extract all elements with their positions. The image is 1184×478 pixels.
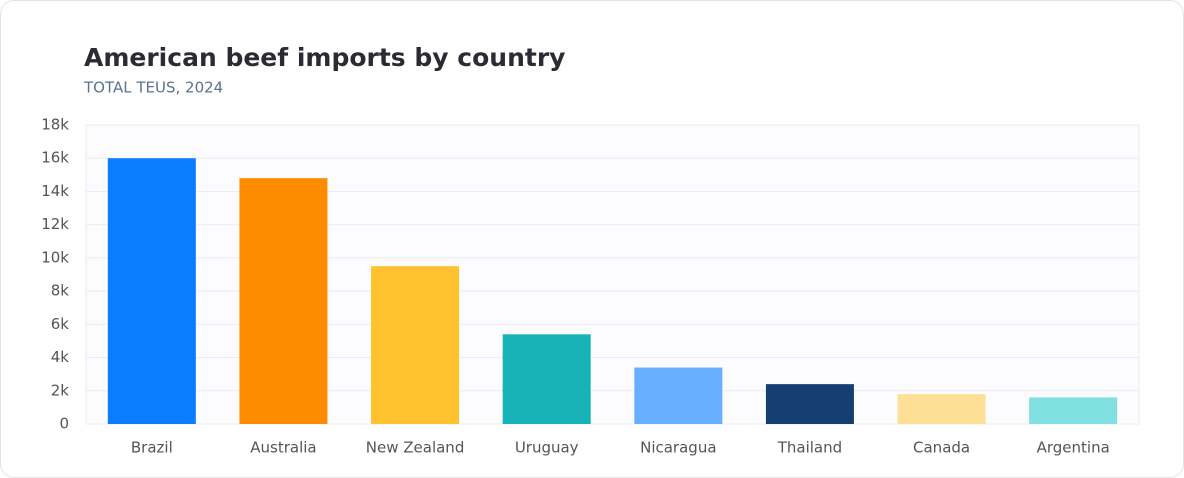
- x-tick-label: Thailand: [777, 439, 842, 457]
- y-tick-label: 14k: [41, 182, 69, 200]
- y-tick-label: 2k: [51, 381, 70, 399]
- chart-title: American beef imports by country: [84, 43, 565, 72]
- x-tick-label: New Zealand: [366, 439, 465, 457]
- x-tick-label: Argentina: [1037, 439, 1110, 457]
- bar: [502, 334, 591, 424]
- bar: [634, 367, 723, 424]
- y-tick-label: 0: [59, 415, 69, 433]
- y-tick-label: 6k: [51, 315, 70, 333]
- x-tick-label: Canada: [913, 439, 970, 457]
- chart-subtitle: TOTAL TEUS, 2024: [83, 79, 223, 97]
- y-tick-label: 16k: [41, 149, 69, 167]
- x-tick-label: Uruguay: [515, 439, 579, 457]
- bar: [1029, 397, 1118, 424]
- y-tick-label: 8k: [51, 282, 70, 300]
- x-tick-label: Nicaragua: [640, 439, 716, 457]
- bar: [371, 266, 460, 424]
- y-tick-label: 18k: [41, 116, 69, 134]
- bar: [107, 158, 196, 424]
- x-tick-label: Brazil: [131, 439, 173, 457]
- bar: [239, 178, 328, 424]
- bar: [897, 394, 986, 424]
- y-tick-label: 12k: [41, 215, 69, 233]
- y-tick-label: 10k: [41, 248, 69, 266]
- bar: [765, 384, 854, 424]
- y-tick-label: 4k: [51, 348, 70, 366]
- x-tick-label: Australia: [250, 439, 316, 457]
